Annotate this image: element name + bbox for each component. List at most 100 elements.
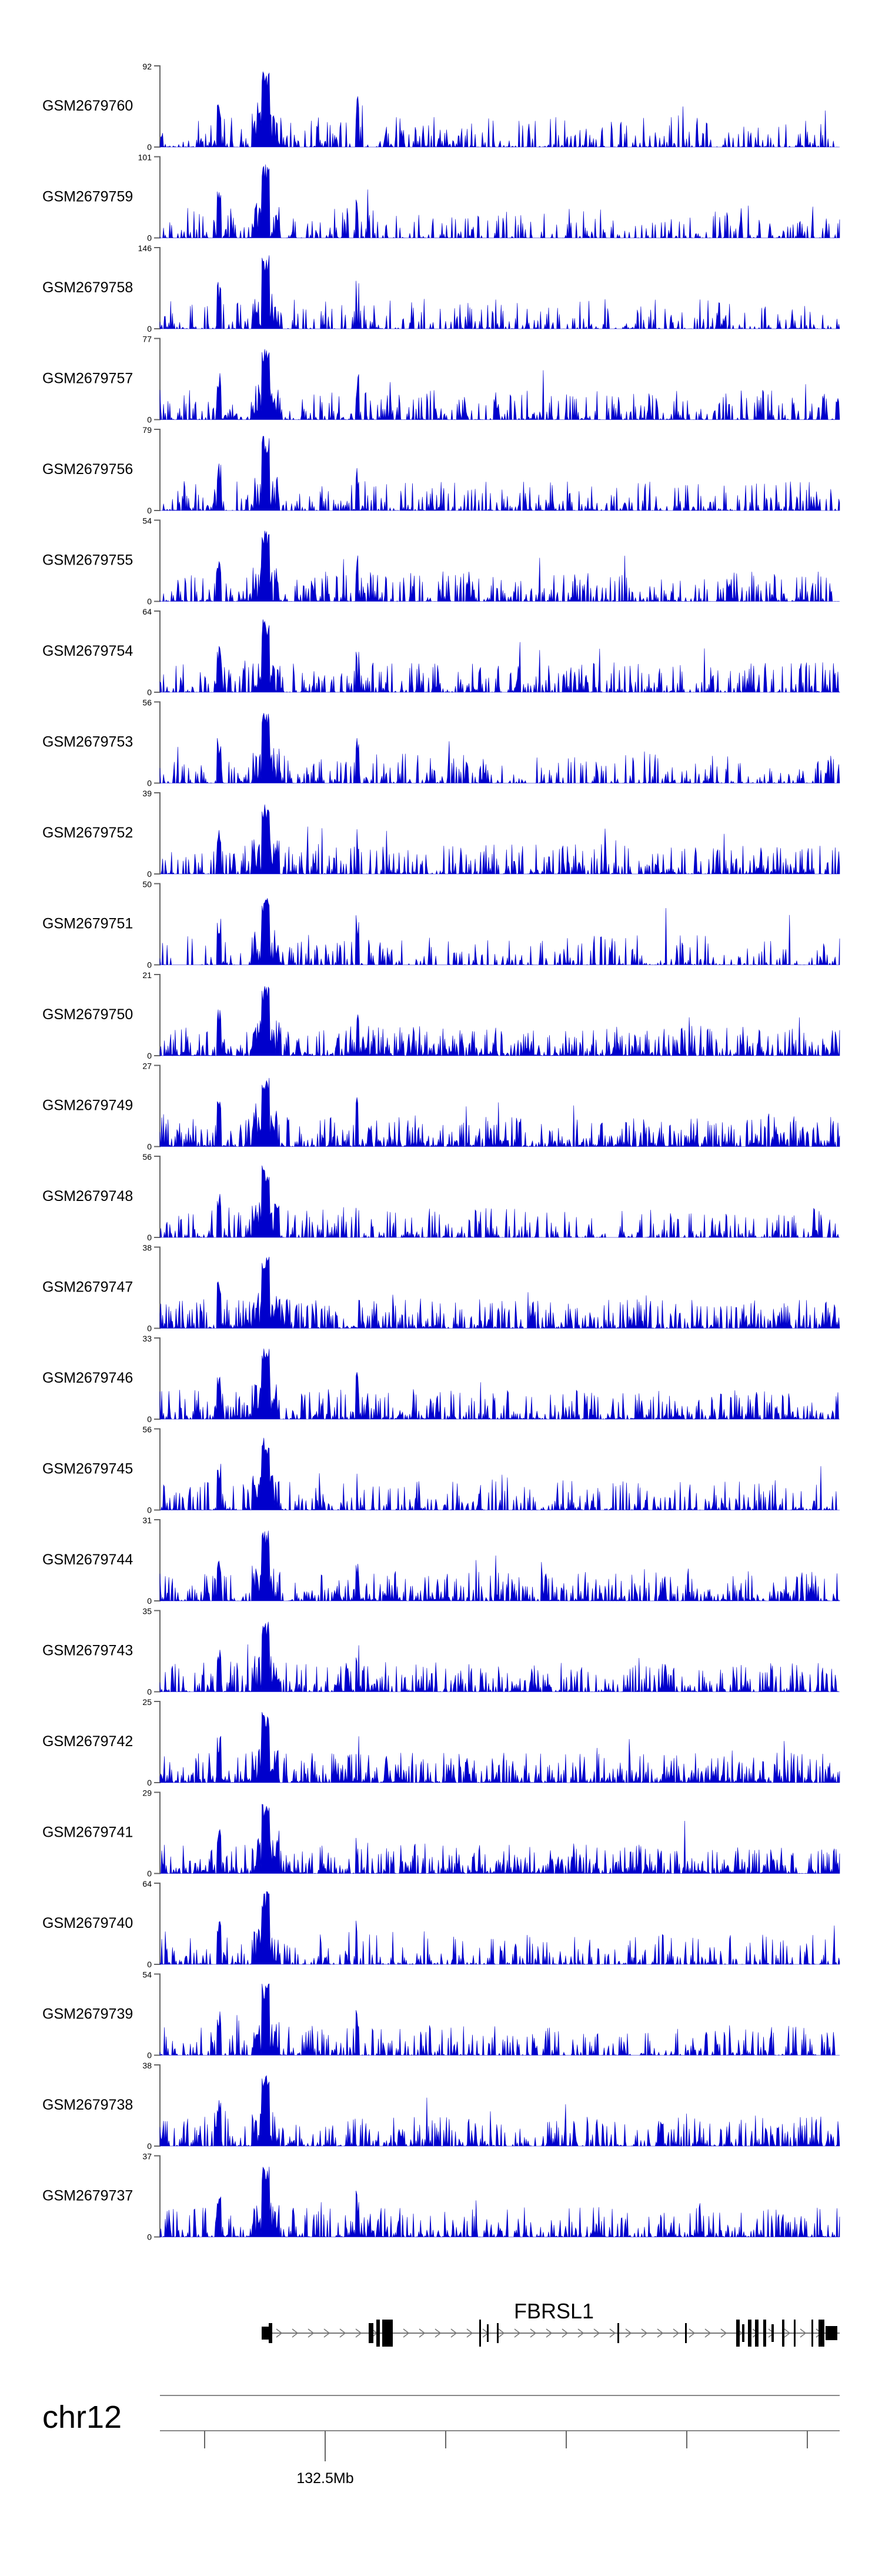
y-max-label: 54 xyxy=(142,516,152,526)
y-min-label: 0 xyxy=(147,1869,152,1878)
strand-arrow xyxy=(419,2328,426,2338)
strand-arrow xyxy=(450,2328,457,2338)
track-label: GSM2679753 xyxy=(42,734,133,750)
y-axis xyxy=(154,156,161,239)
track-label: GSM2679737 xyxy=(42,2188,133,2204)
y-max-label: 25 xyxy=(142,1697,152,1707)
y-axis xyxy=(154,1156,161,1238)
coverage-area xyxy=(159,1891,840,1966)
y-min-label: 0 xyxy=(147,1778,152,1787)
track-GSM2679749: GSM2679749 27 0 xyxy=(42,1062,840,1152)
y-min-label: 0 xyxy=(147,2141,152,2151)
gene-track: FBRSL1 xyxy=(262,2299,840,2347)
y-axis xyxy=(154,247,161,329)
y-axis xyxy=(154,1065,161,1147)
track-label: GSM2679743 xyxy=(42,1643,133,1659)
track-GSM2679754: GSM2679754 64 0 xyxy=(42,607,840,697)
y-max-label: 64 xyxy=(142,1879,152,1888)
gene-label: FBRSL1 xyxy=(514,2299,594,2323)
strand-arrow xyxy=(308,2328,315,2338)
y-axis xyxy=(154,1701,161,1783)
track-label: GSM2679744 xyxy=(42,1551,133,1568)
y-axis xyxy=(154,974,161,1056)
strand-arrow xyxy=(466,2328,473,2338)
track-label: GSM2679740 xyxy=(42,1915,133,1931)
strand-arrow xyxy=(641,2328,648,2338)
y-axis xyxy=(154,2064,161,2147)
y-min-label: 0 xyxy=(147,869,152,879)
y-axis xyxy=(154,1883,161,1965)
y-min-label: 0 xyxy=(147,1233,152,1242)
track-label: GSM2679746 xyxy=(42,1370,133,1386)
track-GSM2679744: GSM2679744 31 0 xyxy=(42,1516,840,1606)
track-GSM2679759: GSM2679759 101 0 xyxy=(42,153,840,243)
y-min-label: 0 xyxy=(147,233,152,243)
coverage-area xyxy=(160,436,840,512)
y-max-label: 56 xyxy=(142,1152,152,1162)
track-label: GSM2679758 xyxy=(42,279,133,296)
track-GSM2679748: GSM2679748 56 0 xyxy=(42,1152,840,1242)
y-min-label: 0 xyxy=(147,1506,152,1515)
track-GSM2679743: GSM2679743 35 0 xyxy=(42,1607,840,1697)
y-axis xyxy=(154,338,161,421)
gene-exon xyxy=(763,2320,766,2347)
y-min-label: 0 xyxy=(147,506,152,515)
gene-exon xyxy=(794,2320,796,2347)
track-label: GSM2679750 xyxy=(42,1006,133,1023)
position-label: 132.5Mb xyxy=(296,2470,353,2487)
track-label: GSM2679747 xyxy=(42,1279,133,1296)
strand-arrow xyxy=(498,2328,505,2338)
y-max-label: 39 xyxy=(142,789,152,798)
track-GSM2679756: GSM2679756 79 0 xyxy=(42,425,840,515)
coverage-area xyxy=(159,1165,840,1239)
y-min-label: 0 xyxy=(147,1687,152,1697)
strand-arrow xyxy=(657,2328,664,2338)
gene-exon xyxy=(617,2323,619,2343)
y-max-label: 38 xyxy=(142,2061,152,2070)
y-max-label: 101 xyxy=(138,153,152,162)
gene-exon xyxy=(782,2320,784,2347)
coverage-area xyxy=(159,897,840,966)
strand-arrow xyxy=(435,2328,442,2338)
y-max-label: 56 xyxy=(142,1425,152,1434)
track-label: GSM2679759 xyxy=(42,189,133,205)
track-label: GSM2679739 xyxy=(42,2006,133,2023)
y-min-label: 0 xyxy=(147,960,152,970)
y-max-label: 79 xyxy=(142,425,152,435)
track-label: GSM2679755 xyxy=(42,552,133,569)
strand-arrow xyxy=(562,2328,569,2338)
y-axis xyxy=(154,1246,161,1329)
strand-arrow xyxy=(546,2328,553,2338)
track-GSM2679750: GSM2679750 21 0 xyxy=(42,970,840,1060)
strand-arrow xyxy=(276,2328,283,2338)
y-min-label: 0 xyxy=(147,2233,152,2242)
y-min-label: 0 xyxy=(147,1051,152,1060)
strand-arrow xyxy=(514,2328,521,2338)
gene-exon xyxy=(269,2323,272,2343)
strand-arrow xyxy=(673,2328,680,2338)
coverage-area xyxy=(159,349,840,421)
strand-arrow xyxy=(800,2328,807,2338)
strand-arrow xyxy=(609,2328,616,2338)
y-axis xyxy=(154,429,161,511)
coverage-area xyxy=(159,986,840,1057)
gene-model xyxy=(262,2320,840,2347)
strand-arrow xyxy=(403,2328,410,2338)
y-max-label: 33 xyxy=(142,1334,152,1343)
coverage-area xyxy=(159,1077,840,1147)
y-max-label: 29 xyxy=(142,1788,152,1798)
gene-exon xyxy=(826,2326,837,2340)
track-GSM2679738: GSM2679738 38 0 xyxy=(42,2061,840,2151)
y-max-label: 21 xyxy=(142,970,152,980)
y-min-label: 0 xyxy=(147,1960,152,1969)
track-GSM2679757: GSM2679757 77 0 xyxy=(42,335,840,425)
track-GSM2679747: GSM2679747 38 0 xyxy=(42,1243,840,1333)
strand-arrow xyxy=(784,2328,791,2338)
track-label: GSM2679754 xyxy=(42,643,133,659)
coverage-area xyxy=(159,619,840,693)
y-min-label: 0 xyxy=(147,1142,152,1152)
y-axis xyxy=(154,1973,161,2056)
y-max-label: 31 xyxy=(142,1516,152,1525)
track-GSM2679741: GSM2679741 29 0 xyxy=(42,1788,840,1878)
track-GSM2679753: GSM2679753 56 0 xyxy=(42,698,840,788)
